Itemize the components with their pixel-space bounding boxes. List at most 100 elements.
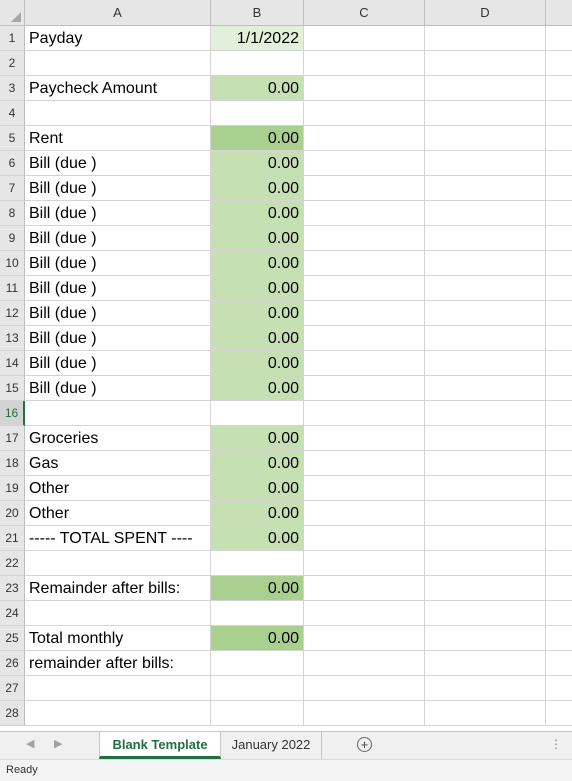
row-header-25[interactable]: 25: [0, 626, 25, 651]
cell-b18[interactable]: 0.00: [211, 451, 304, 475]
cell-b10[interactable]: 0.00: [211, 251, 304, 275]
row-header-9[interactable]: 9: [0, 226, 25, 251]
row-header-22[interactable]: 22: [0, 551, 25, 576]
cell-d12[interactable]: [425, 301, 546, 325]
cell-e6[interactable]: [546, 151, 572, 175]
cell-e8[interactable]: [546, 201, 572, 225]
cell-e7[interactable]: [546, 176, 572, 200]
row-header-28[interactable]: 28: [0, 701, 25, 726]
row-header-23[interactable]: 23: [0, 576, 25, 601]
cell-a6[interactable]: Bill (due ): [25, 151, 211, 175]
cell-b2[interactable]: [211, 51, 304, 75]
row-header-17[interactable]: 17: [0, 426, 25, 451]
cell-e14[interactable]: [546, 351, 572, 375]
cell-b5[interactable]: 0.00: [211, 126, 304, 150]
row-header-2[interactable]: 2: [0, 51, 25, 76]
cell-d2[interactable]: [425, 51, 546, 75]
cell-e9[interactable]: [546, 226, 572, 250]
cell-c15[interactable]: [304, 376, 425, 400]
cell-b14[interactable]: 0.00: [211, 351, 304, 375]
cell-c7[interactable]: [304, 176, 425, 200]
cell-a4[interactable]: [25, 101, 211, 125]
cell-a25[interactable]: Total monthly: [25, 626, 211, 650]
cell-e24[interactable]: [546, 601, 572, 625]
cell-d7[interactable]: [425, 176, 546, 200]
cell-a27[interactable]: [25, 676, 211, 700]
row-header-5[interactable]: 5: [0, 126, 25, 151]
cell-a5[interactable]: Rent: [25, 126, 211, 150]
cell-e26[interactable]: [546, 651, 572, 675]
row-header-12[interactable]: 12: [0, 301, 25, 326]
cell-a11[interactable]: Bill (due ): [25, 276, 211, 300]
column-header-b[interactable]: B: [211, 0, 304, 25]
cell-c27[interactable]: [304, 676, 425, 700]
cell-c22[interactable]: [304, 551, 425, 575]
cell-e15[interactable]: [546, 376, 572, 400]
cell-b16[interactable]: [211, 401, 304, 425]
row-header-8[interactable]: 8: [0, 201, 25, 226]
cell-c24[interactable]: [304, 601, 425, 625]
cell-e5[interactable]: [546, 126, 572, 150]
cell-e19[interactable]: [546, 476, 572, 500]
cell-c16[interactable]: [304, 401, 425, 425]
cell-c6[interactable]: [304, 151, 425, 175]
cell-a2[interactable]: [25, 51, 211, 75]
cell-e21[interactable]: [546, 526, 572, 550]
cell-b19[interactable]: 0.00: [211, 476, 304, 500]
cell-b22[interactable]: [211, 551, 304, 575]
plus-circle-icon[interactable]: +: [357, 737, 372, 752]
cell-a7[interactable]: Bill (due ): [25, 176, 211, 200]
cell-d26[interactable]: [425, 651, 546, 675]
cell-e28[interactable]: [546, 701, 572, 725]
cell-c17[interactable]: [304, 426, 425, 450]
cell-b3[interactable]: 0.00: [211, 76, 304, 100]
cell-e18[interactable]: [546, 451, 572, 475]
cell-c13[interactable]: [304, 326, 425, 350]
cell-d11[interactable]: [425, 276, 546, 300]
cell-e1[interactable]: [546, 26, 572, 50]
cell-e20[interactable]: [546, 501, 572, 525]
cell-e2[interactable]: [546, 51, 572, 75]
cell-a15[interactable]: Bill (due ): [25, 376, 211, 400]
row-header-1[interactable]: 1: [0, 26, 25, 51]
cell-a10[interactable]: Bill (due ): [25, 251, 211, 275]
cell-c23[interactable]: [304, 576, 425, 600]
cell-d22[interactable]: [425, 551, 546, 575]
cell-a3[interactable]: Paycheck Amount: [25, 76, 211, 100]
cell-b11[interactable]: 0.00: [211, 276, 304, 300]
row-header-24[interactable]: 24: [0, 601, 25, 626]
cell-c20[interactable]: [304, 501, 425, 525]
cell-b9[interactable]: 0.00: [211, 226, 304, 250]
cell-a24[interactable]: [25, 601, 211, 625]
cell-c4[interactable]: [304, 101, 425, 125]
cell-d4[interactable]: [425, 101, 546, 125]
cell-d25[interactable]: [425, 626, 546, 650]
row-header-3[interactable]: 3: [0, 76, 25, 101]
cell-d16[interactable]: [425, 401, 546, 425]
row-header-6[interactable]: 6: [0, 151, 25, 176]
row-header-14[interactable]: 14: [0, 351, 25, 376]
cell-c14[interactable]: [304, 351, 425, 375]
cell-a12[interactable]: Bill (due ): [25, 301, 211, 325]
cell-d1[interactable]: [425, 26, 546, 50]
cell-e22[interactable]: [546, 551, 572, 575]
cell-a18[interactable]: Gas: [25, 451, 211, 475]
cell-a20[interactable]: Other: [25, 501, 211, 525]
cell-d10[interactable]: [425, 251, 546, 275]
cell-c10[interactable]: [304, 251, 425, 275]
select-all-corner[interactable]: [0, 0, 25, 25]
cell-c5[interactable]: [304, 126, 425, 150]
cell-d23[interactable]: [425, 576, 546, 600]
cell-e11[interactable]: [546, 276, 572, 300]
column-header-c[interactable]: C: [304, 0, 425, 25]
cell-a16[interactable]: [25, 401, 211, 425]
cell-d9[interactable]: [425, 226, 546, 250]
row-header-7[interactable]: 7: [0, 176, 25, 201]
cell-b17[interactable]: 0.00: [211, 426, 304, 450]
cell-e13[interactable]: [546, 326, 572, 350]
cell-a23[interactable]: Remainder after bills:: [25, 576, 211, 600]
column-header-e[interactable]: [546, 0, 572, 25]
cell-a1[interactable]: Payday: [25, 26, 211, 50]
cell-b23[interactable]: 0.00: [211, 576, 304, 600]
cell-d8[interactable]: [425, 201, 546, 225]
